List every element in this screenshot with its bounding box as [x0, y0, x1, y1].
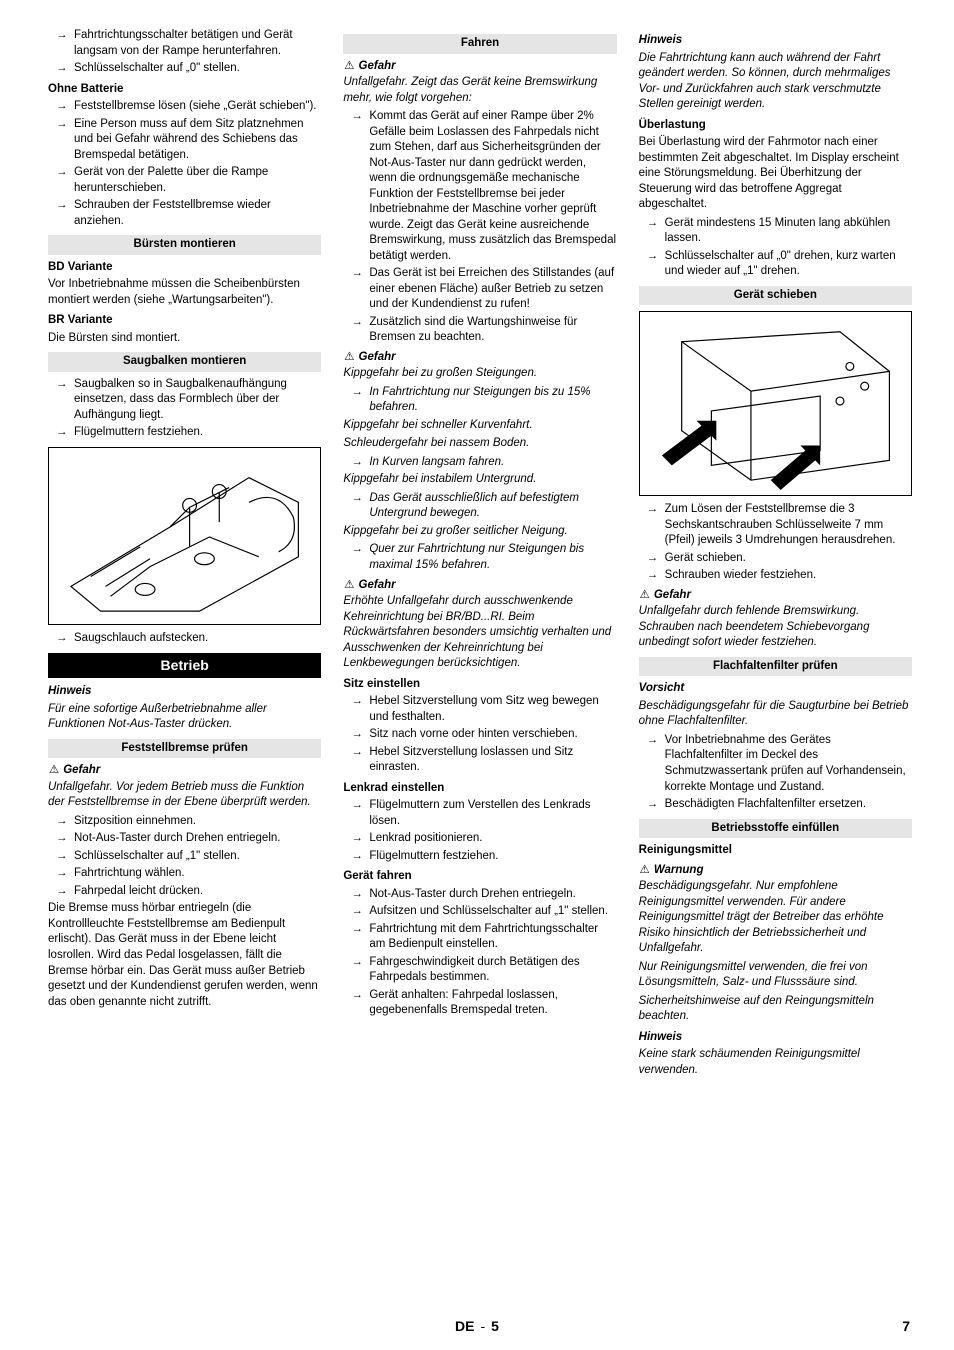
- paragraph: Beschädigungsgefahr. Nur empfohlene Rein…: [639, 879, 912, 957]
- list-item: →Quer zur Fahrtrichtung nur Steigungen b…: [343, 542, 616, 573]
- page-footer: DE - 5 7: [0, 1317, 954, 1336]
- warning-heading: ⚠ Warnung: [639, 863, 912, 879]
- paragraph: Bei Überlastung wird der Fahrmotor nach …: [639, 135, 912, 213]
- list-item: →Fahrtrichtung wählen.: [48, 866, 321, 882]
- subheading: Ohne Batterie: [48, 82, 321, 98]
- list-item: →Fahrpedal leicht drücken.: [48, 884, 321, 900]
- list-item: →Saugbalken so in Saugbalkenaufhängung e…: [48, 377, 321, 424]
- paragraph: Erhöhte Unfallgefahr durch ausschwenkend…: [343, 594, 616, 672]
- list-item: →Fahrtrichtung mit dem Fahrtrichtungssch…: [343, 922, 616, 953]
- subheading: BD Variante: [48, 260, 321, 276]
- list-item: →Gerät mindestens 15 Minuten lang abkühl…: [639, 216, 912, 247]
- list-item: →Schrauben der Feststellbremse wieder an…: [48, 198, 321, 229]
- footer-lang: DE: [455, 1317, 474, 1336]
- paragraph: Sicherheitshinweise auf den Reingungsmit…: [639, 994, 912, 1025]
- list-item: →In Fahrtrichtung nur Steigungen bis zu …: [343, 385, 616, 416]
- paragraph: Vor Inbetriebnahme müssen die Scheibenbü…: [48, 277, 321, 308]
- footer-page: 7: [902, 1317, 910, 1336]
- note-heading: Hinweis: [639, 33, 912, 49]
- list-item: →Not-Aus-Taster durch Drehen entriegeln.: [48, 831, 321, 847]
- list-item: →Hebel Sitzverstellung vom Sitz weg bewe…: [343, 694, 616, 725]
- danger-heading: ⚠ Gefahr: [639, 588, 912, 604]
- list-item: →Flügelmuttern zum Verstellen des Lenkra…: [343, 798, 616, 829]
- list-item: →Gerät schieben.: [639, 551, 912, 567]
- paragraph: Die Bremse muss hörbar entriegeln (die K…: [48, 901, 321, 1010]
- list-item: →Schlüsselschalter auf „0" drehen, kurz …: [639, 249, 912, 280]
- list-item: →Not-Aus-Taster durch Drehen entriegeln.: [343, 887, 616, 903]
- list-item: →Schrauben wieder festziehen.: [639, 568, 912, 584]
- paragraph: Für eine sofortige Außerbetriebnahme all…: [48, 702, 321, 733]
- list-item: →Schlüsselschalter auf „0" stellen.: [48, 61, 321, 77]
- list-item: →Aufsitzen und Schlüsselschalter auf „1"…: [343, 904, 616, 920]
- list-item: →Saugschlauch aufstecken.: [48, 631, 321, 647]
- section-heading: Gerät schieben: [639, 286, 912, 306]
- list-item: →Beschädigten Flachfaltenfilter ersetzen…: [639, 797, 912, 813]
- section-heading-major: Betrieb: [48, 653, 321, 678]
- subheading: Überlastung: [639, 118, 912, 134]
- paragraph: Schleudergefahr bei nassem Boden.: [343, 436, 616, 452]
- paragraph: Unfallgefahr durch fehlende Bremswirkung…: [639, 604, 912, 651]
- list-item: →Sitz nach vorne oder hinten verschieben…: [343, 727, 616, 743]
- paragraph: Unfallgefahr. Vor jedem Betrieb muss die…: [48, 780, 321, 811]
- paragraph: Keine stark schäumenden Reinigungsmittel…: [639, 1047, 912, 1078]
- danger-heading: ⚠ Gefahr: [48, 763, 321, 779]
- paragraph: Die Fahrtrichtung kann auch während der …: [639, 51, 912, 113]
- subheading: Lenkrad einstellen: [343, 781, 616, 797]
- list-item: →Fahrtrichtungsschalter betätigen und Ge…: [48, 28, 321, 59]
- section-heading: Betriebsstoffe einfüllen: [639, 819, 912, 839]
- paragraph: Kippgefahr bei zu großen Steigungen.: [343, 366, 616, 382]
- paragraph: Unfallgefahr. Zeigt das Gerät keine Brem…: [343, 75, 616, 106]
- paragraph: Kippgefahr bei instabilem Untergrund.: [343, 472, 616, 488]
- subheading: Gerät fahren: [343, 869, 616, 885]
- list-item: →Zum Lösen der Feststellbremse die 3 Sec…: [639, 502, 912, 549]
- list-item: →Zusätzlich sind die Wartungshinweise fü…: [343, 315, 616, 346]
- paragraph: Die Bürsten sind montiert.: [48, 331, 321, 347]
- paragraph: Kippgefahr bei zu großer seitlicher Neig…: [343, 524, 616, 540]
- danger-heading: ⚠ Gefahr: [343, 578, 616, 594]
- section-heading: Bürsten montieren: [48, 235, 321, 255]
- note-heading: Hinweis: [48, 684, 321, 700]
- list-item: →Sitzposition einnehmen.: [48, 814, 321, 830]
- list-item: →Feststellbremse lösen (siehe „Gerät sch…: [48, 99, 321, 115]
- section-heading: Saugbalken montieren: [48, 352, 321, 372]
- section-heading: Fahren: [343, 34, 616, 54]
- danger-heading: ⚠ Gefahr: [343, 350, 616, 366]
- illustration-saugbalken: [48, 447, 321, 625]
- paragraph: Kippgefahr bei schneller Kurvenfahrt.: [343, 418, 616, 434]
- section-heading: Flachfaltenfilter prüfen: [639, 657, 912, 677]
- paragraph: Nur Reinigungsmittel verwenden, die frei…: [639, 960, 912, 991]
- illustration-schieben: [639, 311, 912, 496]
- list-item: →Lenkrad positionieren.: [343, 831, 616, 847]
- subheading: BR Variante: [48, 313, 321, 329]
- column-2: Fahren ⚠ Gefahr Unfallgefahr. Zeigt das …: [343, 28, 616, 1081]
- column-3: Hinweis Die Fahrtrichtung kann auch währ…: [639, 28, 912, 1081]
- list-item: →Kommt das Gerät auf einer Rampe über 2%…: [343, 109, 616, 264]
- footer-subpage: 5: [491, 1317, 499, 1336]
- list-item: →Fahrgeschwindigkeit durch Betätigen des…: [343, 955, 616, 986]
- caution-heading: Vorsicht: [639, 681, 912, 697]
- list-item: →Flügelmuttern festziehen.: [343, 849, 616, 865]
- paragraph: Beschädigungsgefahr für die Saugturbine …: [639, 699, 912, 730]
- list-item: →Das Gerät ist bei Erreichen des Stillst…: [343, 266, 616, 313]
- list-item: →Gerät anhalten: Fahrpedal loslassen, ge…: [343, 988, 616, 1019]
- section-heading: Feststellbremse prüfen: [48, 739, 321, 759]
- column-1: →Fahrtrichtungsschalter betätigen und Ge…: [48, 28, 321, 1081]
- subheading: Reinigungsmittel: [639, 843, 912, 859]
- list-item: →Flügelmuttern festziehen.: [48, 425, 321, 441]
- list-item: →Hebel Sitzverstellung loslassen und Sit…: [343, 745, 616, 776]
- danger-heading: ⚠ Gefahr: [343, 59, 616, 75]
- note-heading: Hinweis: [639, 1030, 912, 1046]
- list-item: →In Kurven langsam fahren.: [343, 455, 616, 471]
- list-item: →Das Gerät ausschließlich auf befestigte…: [343, 491, 616, 522]
- list-item: →Gerät von der Palette über die Rampe he…: [48, 165, 321, 196]
- list-item: →Schlüsselschalter auf „1" stellen.: [48, 849, 321, 865]
- subheading: Sitz einstellen: [343, 677, 616, 693]
- list-item: →Eine Person muss auf dem Sitz platznehm…: [48, 117, 321, 164]
- list-item: →Vor Inbetriebnahme des Gerätes Flachfal…: [639, 733, 912, 795]
